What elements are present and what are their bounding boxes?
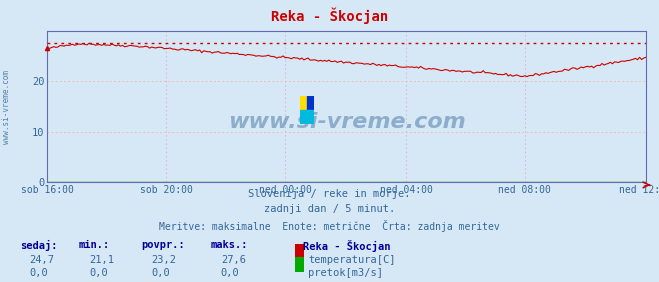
Text: 0,0: 0,0 (221, 268, 239, 278)
Text: Meritve: maksimalne  Enote: metrične  Črta: zadnja meritev: Meritve: maksimalne Enote: metrične Črta… (159, 220, 500, 232)
Text: sedaj:: sedaj: (20, 240, 57, 251)
Text: maks.:: maks.: (211, 240, 248, 250)
Text: povpr.:: povpr.: (142, 240, 185, 250)
Text: 27,6: 27,6 (221, 255, 246, 265)
Text: temperatura[C]: temperatura[C] (308, 255, 396, 265)
Text: 0,0: 0,0 (89, 268, 107, 278)
Text: 0,0: 0,0 (152, 268, 170, 278)
Text: www.si-vreme.com: www.si-vreme.com (228, 112, 465, 131)
Text: 23,2: 23,2 (152, 255, 177, 265)
Text: Slovenija / reke in morje.: Slovenija / reke in morje. (248, 189, 411, 199)
Text: Reka - Škocjan: Reka - Škocjan (303, 240, 391, 252)
Bar (300, 96, 307, 110)
Text: Reka - Škocjan: Reka - Škocjan (271, 7, 388, 24)
Text: pretok[m3/s]: pretok[m3/s] (308, 268, 384, 278)
Bar (300, 110, 314, 124)
Text: 21,1: 21,1 (89, 255, 114, 265)
Bar (307, 96, 314, 110)
Text: min.:: min.: (79, 240, 110, 250)
Text: 24,7: 24,7 (30, 255, 55, 265)
Text: zadnji dan / 5 minut.: zadnji dan / 5 minut. (264, 204, 395, 214)
Text: 0,0: 0,0 (30, 268, 48, 278)
Text: www.si-vreme.com: www.si-vreme.com (2, 70, 11, 144)
